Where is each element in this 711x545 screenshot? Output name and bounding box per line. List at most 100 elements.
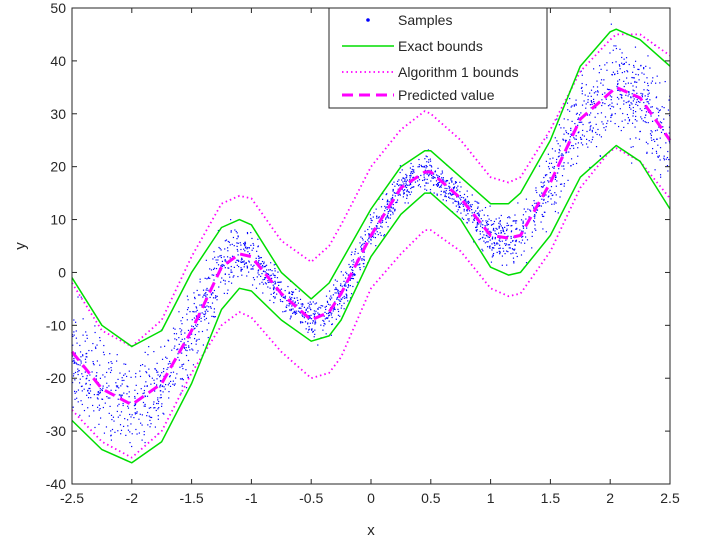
sample-point <box>88 349 90 352</box>
sample-point <box>318 313 320 316</box>
sample-point <box>655 82 657 84</box>
sample-point <box>205 289 207 291</box>
sample-point <box>554 201 556 203</box>
sample-point <box>110 439 113 441</box>
sample-point <box>99 417 102 419</box>
sample-point <box>80 296 82 298</box>
sample-point <box>359 269 361 271</box>
sample-point <box>437 182 439 185</box>
sample-point <box>214 316 216 318</box>
sample-point <box>248 271 250 273</box>
sample-point <box>562 138 564 140</box>
sample-point <box>488 218 490 220</box>
sample-point <box>406 184 408 186</box>
sample-point <box>595 146 598 148</box>
sample-point <box>608 88 610 91</box>
sample-point <box>157 374 159 376</box>
sample-point <box>168 382 170 384</box>
sample-point <box>386 206 388 208</box>
sample-point <box>363 256 365 258</box>
sample-point <box>367 228 369 231</box>
sample-point <box>244 262 246 264</box>
sample-point <box>86 337 88 339</box>
sample-point <box>181 377 183 380</box>
sample-point <box>248 247 250 249</box>
sample-point <box>475 226 477 229</box>
sample-point <box>190 333 193 335</box>
sample-point <box>347 274 349 276</box>
sample-point <box>230 230 232 232</box>
sample-point <box>555 176 557 178</box>
sample-point <box>612 71 615 73</box>
sample-point <box>309 307 311 309</box>
sample-point <box>622 63 624 66</box>
sample-point <box>360 249 362 251</box>
sample-point <box>504 253 506 255</box>
sample-point <box>184 332 186 334</box>
sample-point <box>515 222 517 224</box>
sample-point <box>668 132 670 134</box>
sample-point <box>543 211 546 213</box>
sample-point <box>155 409 157 412</box>
sample-point <box>621 97 623 99</box>
sample-point <box>109 397 111 399</box>
sample-point <box>547 196 549 198</box>
sample-point <box>180 392 182 394</box>
sample-point <box>558 148 560 151</box>
sample-point <box>384 207 387 209</box>
sample-point <box>611 96 613 98</box>
sample-point <box>123 392 125 394</box>
sample-point <box>336 280 338 282</box>
sample-point <box>204 319 206 321</box>
sample-point <box>213 311 215 313</box>
sample-point <box>455 181 458 183</box>
sample-point <box>126 375 128 378</box>
sample-point <box>177 353 179 355</box>
sample-point <box>516 255 518 258</box>
sample-point <box>228 273 230 276</box>
sample-point <box>510 230 513 232</box>
sample-point <box>541 213 543 216</box>
sample-point <box>465 200 467 202</box>
sample-point <box>102 351 105 353</box>
sample-point <box>79 344 81 347</box>
sample-point <box>323 322 325 325</box>
sample-point <box>595 123 597 125</box>
sample-point <box>133 404 136 407</box>
sample-point <box>334 292 336 294</box>
sample-point <box>263 262 265 265</box>
sample-point <box>215 295 217 297</box>
sample-point <box>548 168 551 170</box>
sample-point <box>493 242 496 245</box>
sample-point <box>229 244 231 246</box>
sample-point <box>295 311 297 313</box>
sample-point <box>174 383 176 385</box>
sample-point <box>97 398 99 400</box>
sample-point <box>390 206 392 208</box>
sample-point <box>213 289 216 292</box>
sample-point <box>580 70 582 72</box>
sample-point <box>431 166 433 168</box>
sample-point <box>110 369 113 371</box>
sample-point <box>489 245 491 247</box>
sample-point <box>352 285 354 288</box>
sample-point <box>558 155 560 157</box>
sample-point <box>522 230 524 232</box>
sample-point <box>236 248 238 251</box>
sample-point <box>475 230 478 232</box>
sample-point <box>228 241 231 243</box>
sample-point <box>438 175 441 178</box>
sample-point <box>424 158 426 160</box>
sample-point <box>199 278 201 280</box>
legend-item-exact-bounds: Exact bounds <box>342 38 483 54</box>
sample-point <box>311 328 313 330</box>
sample-point <box>508 244 511 246</box>
sample-point <box>134 376 137 378</box>
sample-point <box>499 244 501 246</box>
sample-point <box>635 101 638 103</box>
sample-point <box>575 104 577 106</box>
sample-point <box>270 274 272 276</box>
sample-point <box>600 112 603 114</box>
sample-point <box>486 235 488 237</box>
sample-point <box>641 118 643 120</box>
